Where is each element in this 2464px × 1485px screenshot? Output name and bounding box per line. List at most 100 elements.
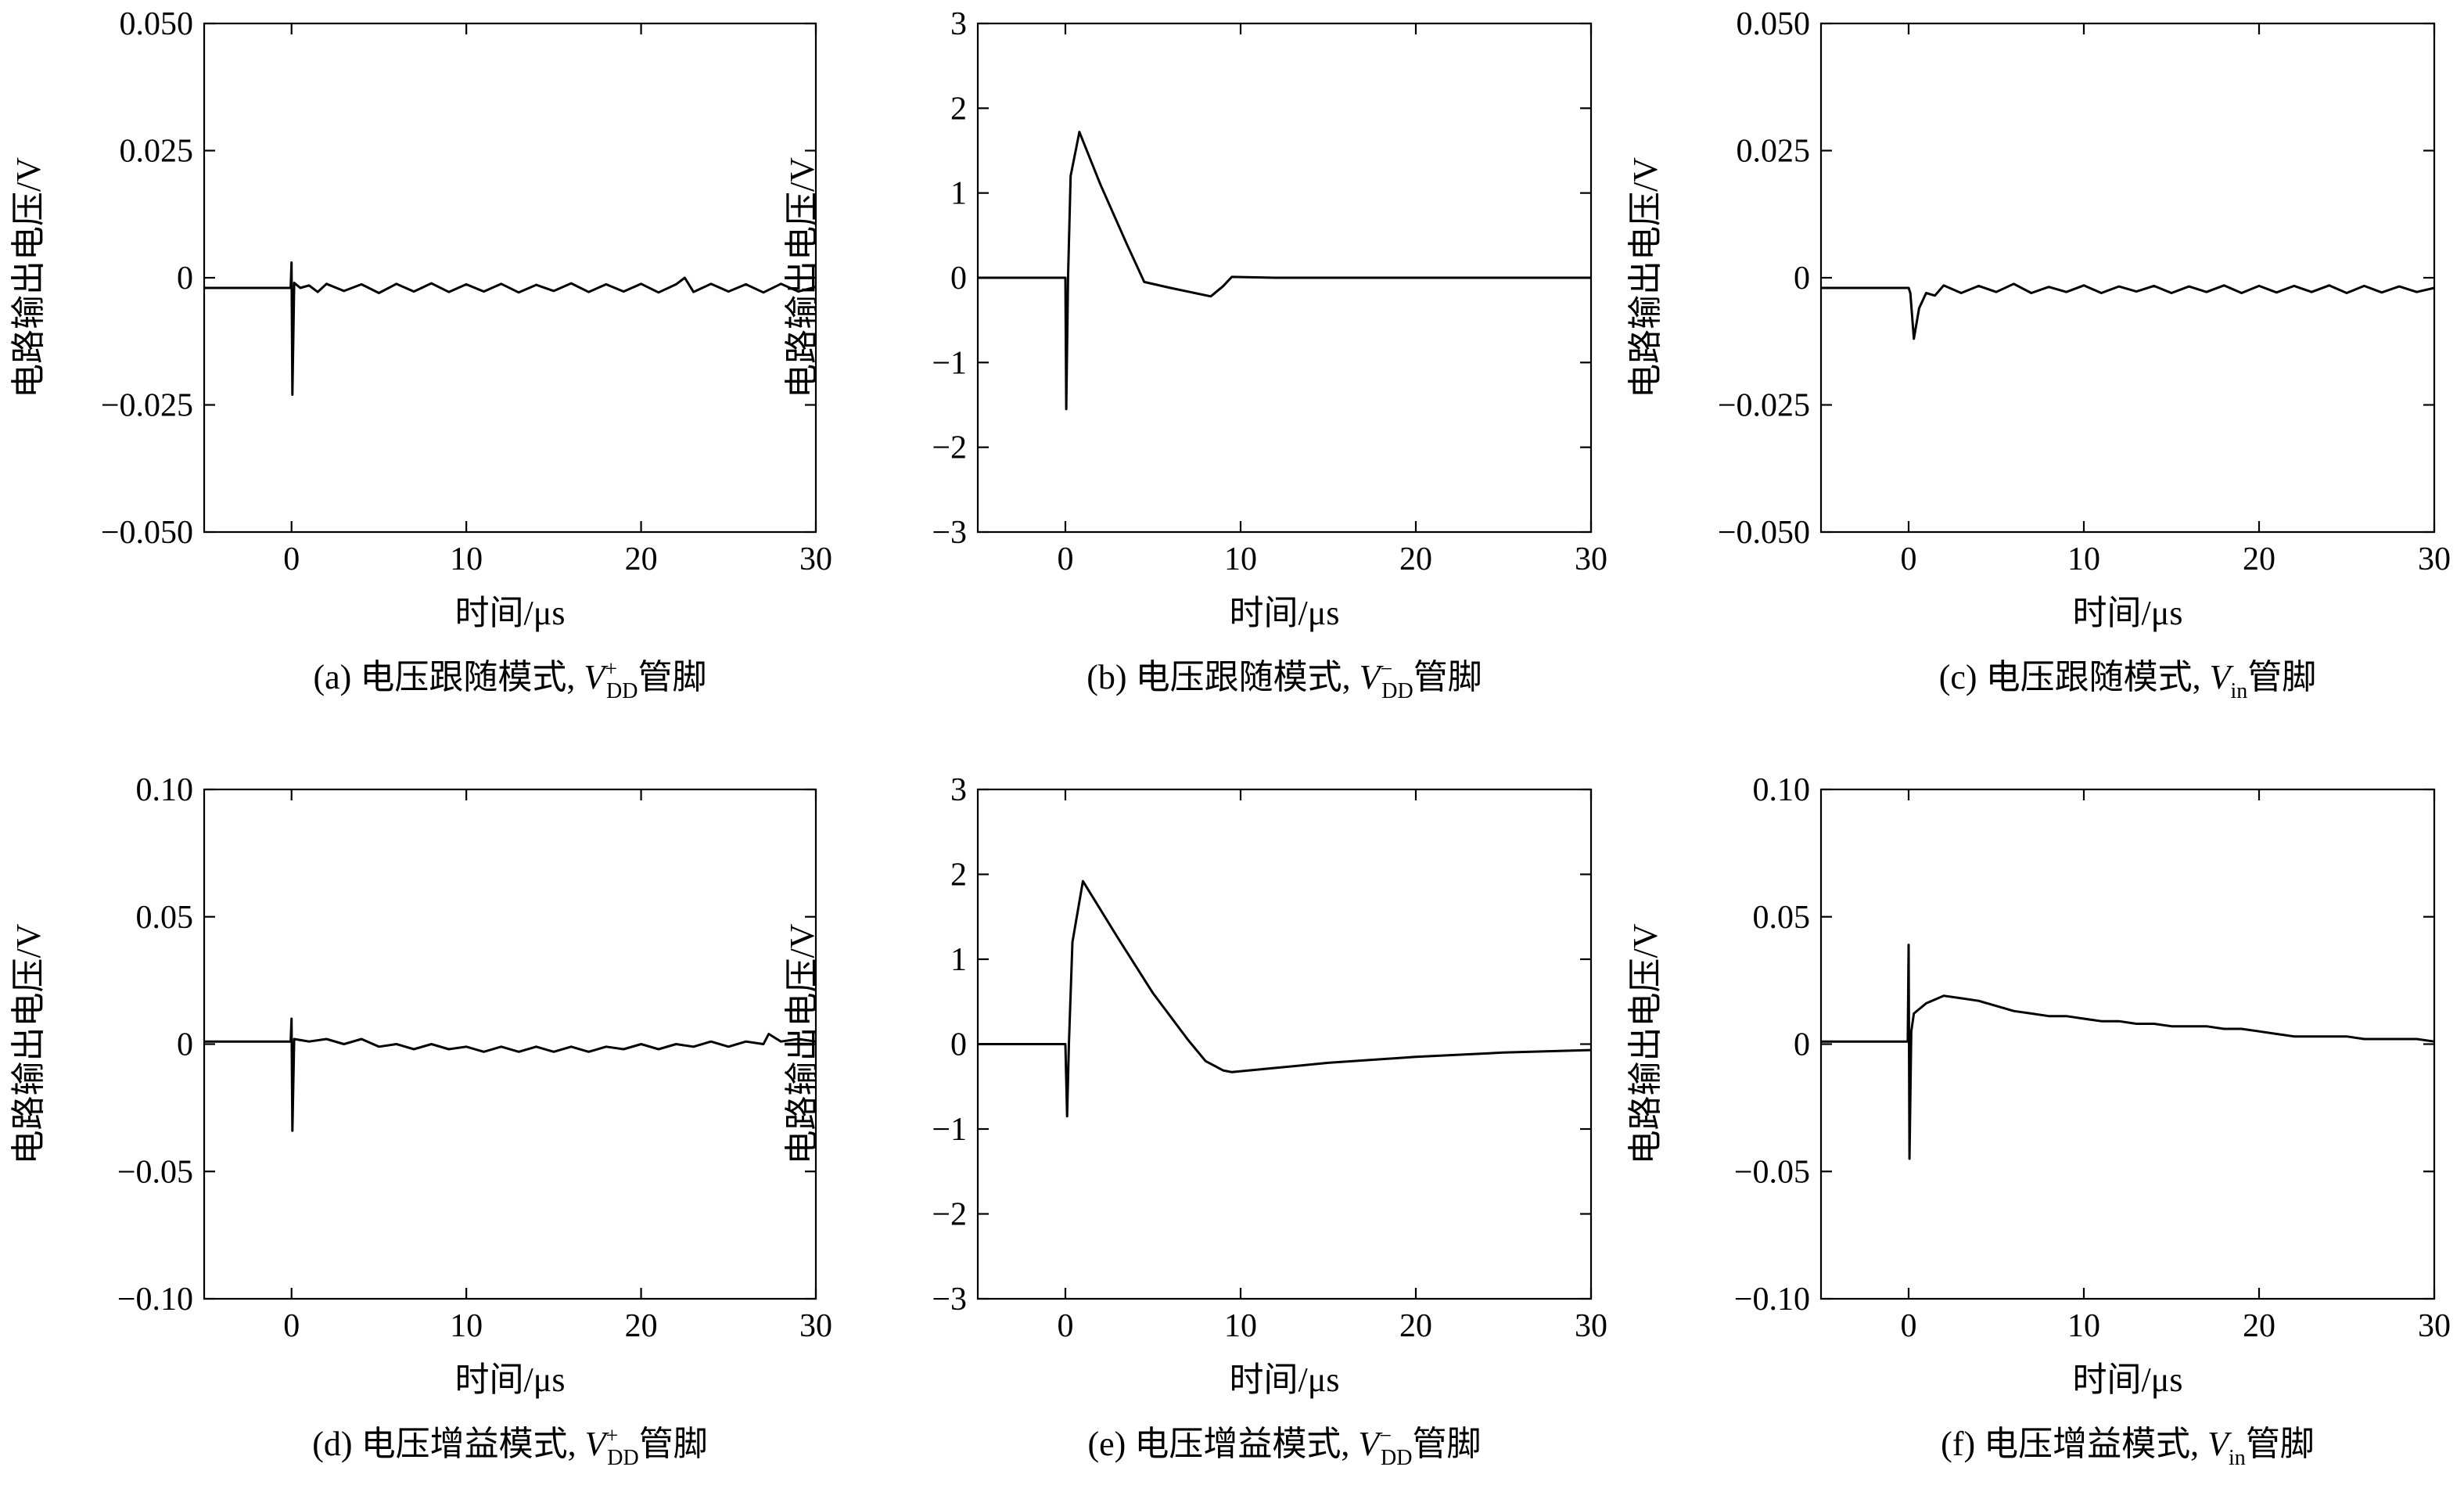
y-axis-label: 电路输出电压/V — [1626, 923, 1665, 1164]
subplot-caption: (d) 电压增益模式, V+ DD管脚 — [312, 1424, 707, 1470]
y-tick-label: 0 — [1794, 1027, 1810, 1063]
series-line — [1821, 282, 2435, 340]
y-axis-label: 电路输出电压/V — [9, 157, 48, 398]
y-tick-label: −0.05 — [1734, 1154, 1810, 1190]
caption-subscript: DD — [607, 1446, 638, 1470]
subplot-caption: (c) 电压跟随模式, Vin管脚 — [1939, 658, 2317, 703]
plot-frame — [1819, 22, 2436, 534]
x-tick-label: 10 — [2067, 1308, 2100, 1344]
y-tick-label: 0.10 — [1753, 772, 1811, 808]
subplot-a: 0 10 20 30 −0.050 −0.025 0 0.025 0.050 时间/μs 电路输出电… — [9, 6, 832, 703]
y-tick-label: 0.025 — [120, 134, 194, 170]
x-tick-label: 0 — [283, 1308, 300, 1344]
subplot-b: 0 10 20 30 −3 −2 −1 0 1 2 3 时间/μs 电路输出电压/V (b) 电压跟随模式… — [783, 6, 1607, 703]
y-tick-label: −1 — [932, 345, 967, 381]
y-tick-label: 0 — [950, 1027, 967, 1063]
y-tick-label: −3 — [932, 515, 967, 551]
subplot-c: 0 10 20 30 −0.050 −0.025 0 0.025 0.050 时间/μs 电路输出电… — [1626, 6, 2451, 703]
y-tick-label: 2 — [950, 858, 967, 894]
subplot-d: 0 10 20 30 −0.10 −0.05 0 0.05 0.10 时间/μs 电路输出电压/V (… — [9, 772, 832, 1470]
y-tick-label: 0.050 — [120, 6, 194, 42]
x-tick-label: 20 — [625, 1308, 658, 1344]
caption-variable: V — [1360, 658, 1385, 696]
y-tick-label: 2 — [950, 91, 967, 127]
x-axis-label: 时间/μs — [455, 1361, 566, 1399]
y-tick-label: 0 — [1794, 261, 1810, 297]
caption-superscript: + — [605, 657, 617, 681]
y-axis-label: 电路输出电压/V — [783, 157, 821, 398]
caption-suffix: 管脚 — [638, 658, 706, 696]
y-tick-label: 1 — [950, 942, 967, 978]
x-tick-label: 30 — [2418, 541, 2451, 577]
y-tick-label: 0.10 — [136, 772, 194, 808]
caption-prefix: (d) 电压增益模式, — [312, 1425, 584, 1463]
x-axis-label: 时间/μs — [455, 594, 566, 632]
caption-superscript: − — [1380, 657, 1392, 681]
caption-prefix: (c) 电压跟随模式, — [1939, 658, 2210, 696]
caption-subscript: DD — [606, 679, 638, 703]
x-tick-label: 0 — [1901, 541, 1917, 577]
series-line — [978, 131, 1591, 411]
y-tick-label: 3 — [950, 6, 967, 42]
plot-frame — [203, 22, 817, 534]
caption-prefix: (f) 电压增益模式, — [1941, 1425, 2207, 1463]
y-tick-label: −0.050 — [1718, 515, 1810, 551]
caption-subscript: in — [2230, 679, 2247, 703]
x-tick-label: 30 — [1575, 541, 1607, 577]
plot-frame — [203, 788, 817, 1300]
y-tick-label: −0.025 — [101, 388, 193, 424]
x-tick-label: 0 — [283, 541, 300, 577]
caption-subscript: DD — [1381, 679, 1413, 703]
caption-superscript: + — [605, 1424, 618, 1448]
y-tick-label: −0.025 — [1718, 388, 1810, 424]
x-tick-label: 30 — [1575, 1308, 1607, 1344]
caption-variable: V — [2210, 658, 2235, 696]
y-tick-label: −2 — [932, 1197, 967, 1233]
y-tick-label: 0.05 — [1753, 900, 1811, 936]
caption-prefix: (a) 电压跟随模式, — [314, 658, 584, 696]
y-tick-label: 1 — [950, 176, 967, 212]
y-tick-label: −0.10 — [117, 1282, 193, 1318]
subplot-e: 0 10 20 30 −3 −2 −1 0 1 2 3 时间/μs 电路输出电压/V (e) 电压增益模式… — [783, 772, 1607, 1470]
y-tick-label: −0.05 — [117, 1154, 193, 1190]
subplot-f: 0 10 20 30 −0.10 −0.05 0 0.05 0.10 时间/μs 电路输出电压/V (… — [1626, 772, 2451, 1470]
y-tick-label: 0 — [177, 261, 193, 297]
y-tick-label: 0.050 — [1737, 6, 1811, 42]
x-tick-label: 10 — [450, 1308, 483, 1344]
caption-variable: V — [2207, 1425, 2232, 1463]
y-tick-label: −1 — [932, 1112, 967, 1148]
y-axis-label: 电路输出电压/V — [9, 923, 48, 1164]
caption-prefix: (e) 电压增益模式, — [1088, 1425, 1359, 1463]
y-tick-label: 0.025 — [1737, 134, 1811, 170]
series-line — [978, 879, 1592, 1118]
x-tick-label: 0 — [1058, 1308, 1074, 1344]
y-tick-label: 0.05 — [136, 900, 194, 936]
x-tick-label: 10 — [450, 541, 483, 577]
subplot-caption: (f) 电压增益模式, Vin管脚 — [1941, 1425, 2315, 1470]
x-tick-label: 20 — [1399, 541, 1432, 577]
x-axis-label: 时间/μs — [1230, 594, 1340, 632]
caption-suffix: 管脚 — [2246, 1425, 2315, 1463]
y-axis-label: 电路输出电压/V — [783, 923, 821, 1164]
x-tick-label: 10 — [2067, 541, 2100, 577]
caption-suffix: 管脚 — [1412, 1425, 1481, 1463]
caption-subscript: DD — [1381, 1446, 1412, 1470]
series-line — [204, 261, 817, 396]
y-tick-label: −0.050 — [101, 515, 193, 551]
x-axis-label: 时间/μs — [2073, 1361, 2183, 1399]
x-tick-label: 0 — [1901, 1308, 1917, 1344]
subplot-caption: (a) 电压跟随模式, V+ DD管脚 — [314, 657, 707, 703]
caption-suffix: 管脚 — [639, 1425, 708, 1463]
y-axis-label: 电路输出电压/V — [1626, 157, 1665, 398]
x-tick-label: 30 — [799, 1308, 832, 1344]
x-tick-label: 20 — [1399, 1308, 1432, 1344]
x-tick-label: 20 — [625, 541, 658, 577]
x-tick-label: 20 — [2243, 1308, 2275, 1344]
caption-variable: V — [585, 1425, 610, 1463]
y-tick-label: −2 — [932, 430, 967, 466]
subplot-caption: (e) 电压增益模式, V− DD管脚 — [1088, 1424, 1482, 1470]
x-axis-label: 时间/μs — [2073, 594, 2183, 632]
caption-prefix: (b) 电压跟随模式, — [1087, 658, 1359, 696]
x-tick-label: 0 — [1058, 541, 1074, 577]
